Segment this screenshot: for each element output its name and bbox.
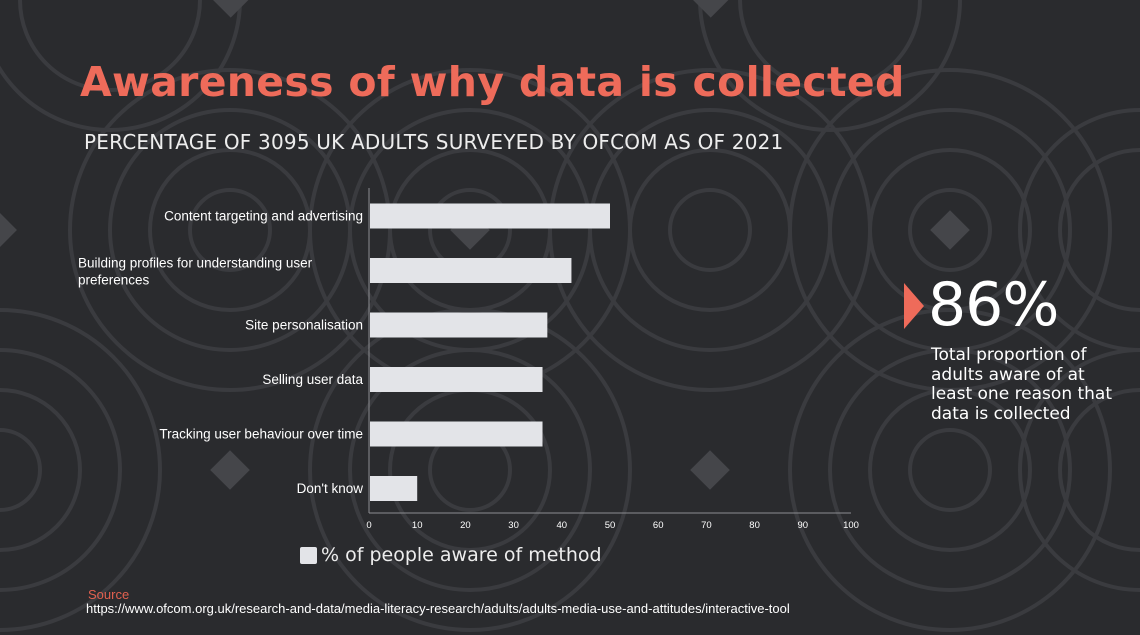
category-label: Site personalisation [245, 318, 363, 333]
bar [370, 476, 418, 501]
x-tick-label: 90 [798, 520, 809, 531]
x-tick-label: 70 [701, 520, 712, 531]
x-tick-label: 10 [412, 520, 423, 531]
page-subtitle: PERCENTAGE OF 3095 UK ADULTS SURVEYED BY… [84, 130, 784, 154]
chart-legend: % of people aware of method [300, 544, 602, 566]
x-tick-label: 100 [843, 520, 859, 531]
bar [370, 258, 572, 283]
bar [370, 312, 548, 338]
legend-label: % of people aware of method [321, 544, 602, 566]
category-label: Tracking user behaviour over time [159, 427, 363, 442]
x-tick-label: 20 [460, 520, 471, 531]
bar [370, 367, 543, 392]
arrow-right-icon [904, 283, 924, 329]
bar [370, 421, 543, 447]
category-label: Content targeting and advertising [164, 209, 363, 224]
category-label: Selling user data [262, 372, 363, 387]
x-tick-label: 50 [605, 520, 616, 531]
x-tick-label: 30 [508, 520, 519, 531]
stat-description: Total proportion of adults aware of at l… [931, 345, 1113, 424]
page-title: Awareness of why data is collected [80, 58, 905, 106]
x-tick-label: 60 [653, 520, 664, 531]
legend-swatch [300, 546, 317, 564]
x-tick-label: 40 [557, 520, 568, 531]
stat-value: 86% [928, 270, 1059, 340]
x-tick-label: 80 [749, 520, 760, 531]
source-url[interactable]: https://www.ofcom.org.uk/research-and-da… [86, 601, 790, 616]
source-label: Source [88, 587, 130, 602]
x-tick-label: 0 [366, 520, 371, 531]
bar [370, 203, 610, 229]
category-label: Don't know [297, 481, 364, 496]
category-label: Building profiles for understanding user… [78, 256, 313, 288]
